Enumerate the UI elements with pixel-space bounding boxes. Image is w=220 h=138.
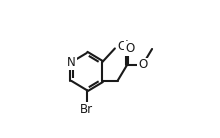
Text: Br: Br [80, 103, 93, 116]
Text: N: N [67, 56, 76, 69]
Text: Cl: Cl [117, 40, 129, 53]
Text: O: O [138, 58, 147, 71]
Text: O: O [125, 42, 134, 55]
